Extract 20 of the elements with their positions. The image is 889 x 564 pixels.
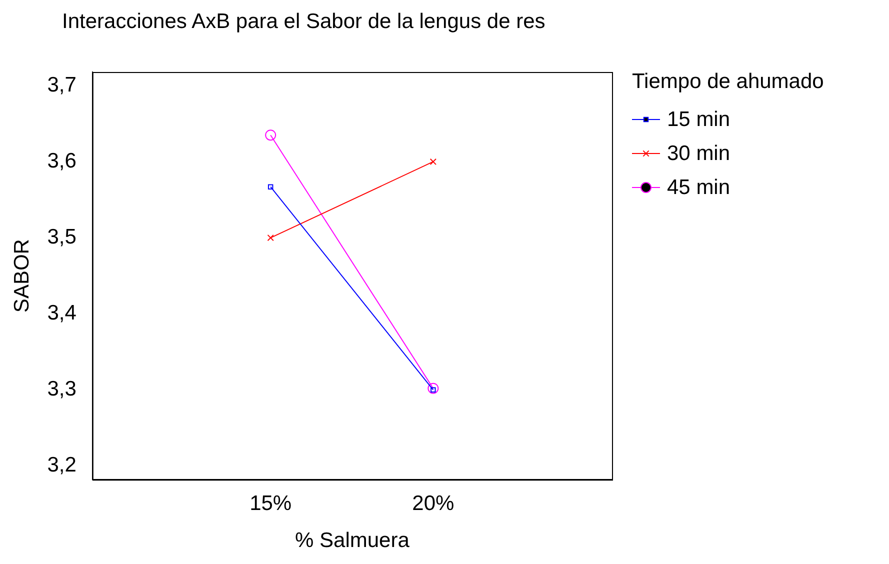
x-axis-title: % Salmuera xyxy=(295,529,410,552)
y-tick-label: 3,7 xyxy=(47,73,76,96)
y-tick-label: 3,3 xyxy=(47,378,76,401)
y-tick-label: 3,2 xyxy=(47,454,76,477)
y-tick-label: 3,6 xyxy=(47,150,76,173)
y-tick-label: 3,5 xyxy=(47,226,76,249)
x-tick-label: 20% xyxy=(412,492,454,515)
x-tick-label: 15% xyxy=(250,492,292,515)
y-tick-label: 3,4 xyxy=(47,302,77,325)
point xyxy=(428,382,439,394)
point xyxy=(267,234,274,242)
point xyxy=(430,158,436,166)
chart-title: Interacciones AxB para el Sabor de la lengus de res xyxy=(62,10,546,34)
point xyxy=(268,184,274,190)
point xyxy=(265,130,276,141)
legend-label: 15 min xyxy=(667,108,730,131)
legend-title: Tiempo de ahumado xyxy=(632,70,824,93)
legend-label: 45 min xyxy=(667,176,730,199)
y-axis-title: SABOR xyxy=(10,239,34,313)
legend-label: 30 min xyxy=(667,142,730,165)
